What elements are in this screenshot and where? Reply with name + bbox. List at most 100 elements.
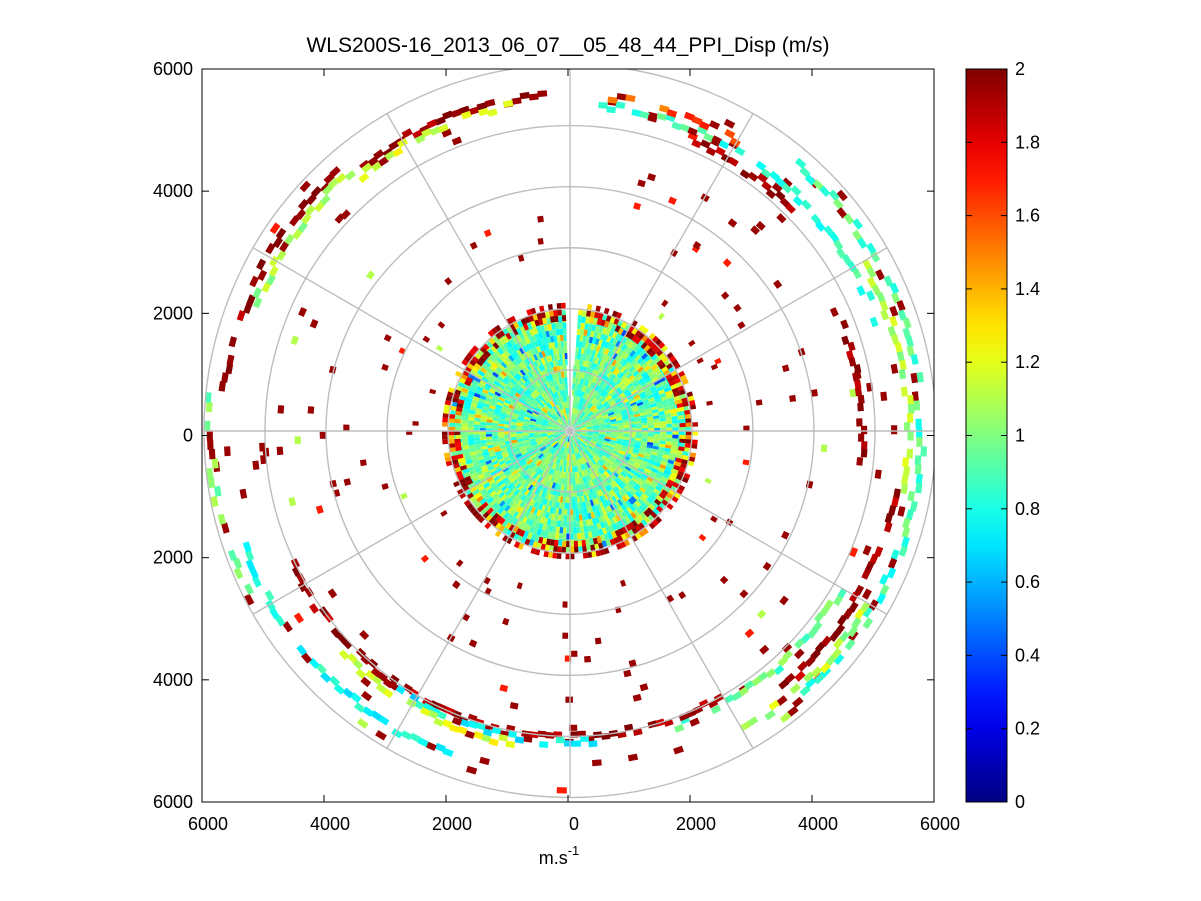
scan-cell — [613, 537, 620, 545]
scan-cell — [610, 418, 617, 423]
scan-cell — [556, 502, 560, 509]
scan-cell — [727, 218, 738, 228]
scan-cell — [540, 433, 548, 438]
scan-cell — [573, 433, 579, 439]
scan-cell — [578, 371, 583, 379]
scan-cell — [297, 581, 308, 593]
colorbar-ticks: 00.20.40.60.811.21.41.61.82 — [966, 59, 1040, 812]
scan-cell — [528, 434, 536, 438]
scan-cell — [621, 495, 628, 503]
scan-cell — [651, 479, 659, 486]
scan-cell — [437, 321, 446, 329]
scan-cell — [477, 455, 485, 461]
scan-cell — [861, 568, 871, 580]
scan-cell — [526, 397, 533, 403]
scan-cell — [641, 371, 648, 378]
scan-cell — [492, 512, 500, 520]
scan-cell — [469, 409, 476, 415]
scan-cell — [509, 370, 516, 377]
scan-cell — [320, 671, 332, 683]
scan-cell — [542, 457, 548, 464]
scan-cell — [249, 275, 259, 288]
scan-cell — [456, 453, 464, 460]
scan-cell — [612, 450, 619, 456]
scan-cell — [682, 450, 689, 457]
scan-cell — [221, 372, 229, 383]
scan-cell — [666, 423, 673, 428]
scan-cell — [412, 421, 419, 426]
scan-cell — [538, 385, 545, 393]
scan-cell — [503, 479, 511, 486]
scan-cell — [647, 425, 655, 429]
scan-cell — [597, 516, 603, 523]
scan-cell — [578, 508, 582, 515]
scan-cell — [549, 506, 554, 514]
scan-cell — [565, 496, 568, 503]
scan-cell — [292, 228, 303, 240]
scan-cell — [762, 561, 772, 571]
scan-cell — [259, 442, 266, 452]
scan-cell — [506, 340, 513, 348]
scan-cell — [319, 431, 326, 439]
scan-cell — [539, 401, 545, 408]
scan-cell — [596, 403, 603, 409]
scan-cell — [561, 508, 565, 516]
scan-cell — [536, 460, 543, 467]
scan-cell — [637, 489, 644, 496]
scan-cell — [477, 485, 485, 492]
scan-cell — [771, 182, 783, 193]
scan-cell — [856, 285, 866, 297]
scan-cell — [593, 384, 600, 391]
scan-cell — [537, 90, 548, 98]
scan-cell — [528, 461, 535, 467]
scan-cell — [284, 233, 295, 245]
scan-cell — [621, 526, 628, 534]
x-axis-label-text: m.s — [539, 848, 568, 868]
scan-cell — [260, 455, 267, 465]
scan-cell — [507, 491, 514, 499]
scan-cell — [648, 485, 655, 492]
scan-cell — [480, 442, 488, 447]
scan-cell — [245, 559, 256, 571]
scan-cell — [901, 474, 909, 486]
scan-cell — [626, 473, 634, 480]
scan-cell — [639, 683, 649, 692]
scan-cell — [606, 519, 612, 527]
scan-cell — [513, 489, 520, 496]
scan-cell — [619, 406, 626, 412]
scan-cell — [639, 475, 647, 482]
scan-cell — [596, 510, 601, 517]
scan-cell — [510, 352, 517, 360]
scan-cell — [634, 337, 642, 345]
scan-cell — [448, 439, 455, 444]
scan-cell — [518, 340, 525, 348]
scan-cell — [583, 407, 590, 414]
scan-cell — [592, 391, 598, 398]
scan-cell — [370, 710, 382, 721]
scan-cell — [412, 129, 424, 140]
scan-cell — [665, 373, 673, 380]
scan-cell — [658, 467, 665, 473]
scan-cell — [588, 518, 594, 526]
scan-cell — [382, 688, 394, 699]
scan-cell — [599, 431, 606, 435]
scan-cell — [660, 476, 668, 482]
scan-cell — [533, 340, 540, 348]
scan-cell — [603, 384, 610, 392]
scan-cell — [542, 376, 549, 384]
scan-cell — [506, 326, 513, 334]
scan-cell — [498, 418, 506, 422]
scan-cell — [690, 443, 698, 449]
scan-cell — [641, 502, 649, 510]
scan-cell — [536, 416, 544, 422]
scan-cell — [902, 517, 911, 529]
scan-cell — [594, 392, 600, 399]
scan-cell — [534, 380, 541, 388]
scan-cell — [555, 457, 561, 465]
scan-cell — [485, 433, 493, 437]
scan-cell — [609, 517, 615, 525]
scan-cell — [469, 447, 476, 453]
scan-cell — [520, 535, 527, 544]
scan-cell — [609, 358, 615, 365]
scan-cell — [887, 325, 897, 337]
